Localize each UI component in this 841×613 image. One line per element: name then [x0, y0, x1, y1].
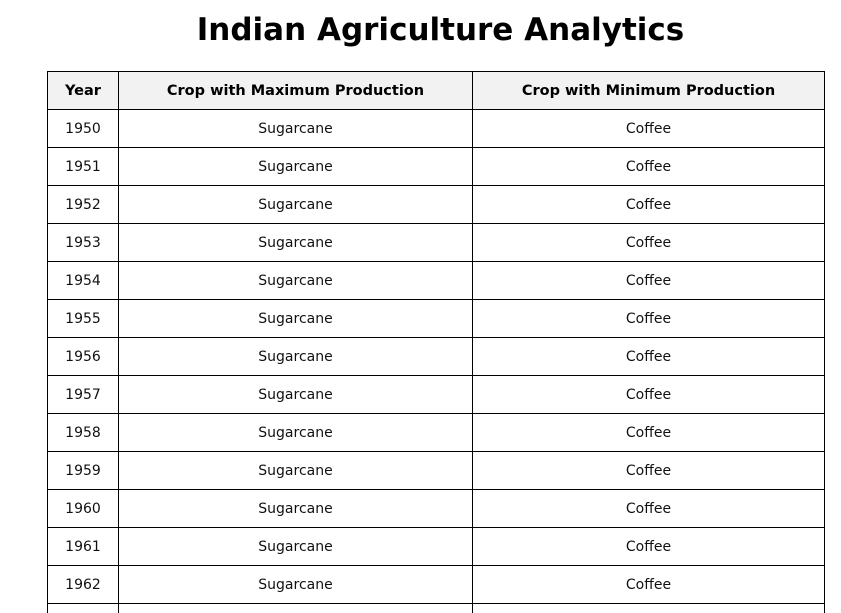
table-row: 1957 Sugarcane Coffee	[47, 375, 825, 414]
table-row: 1954 Sugarcane Coffee	[47, 261, 825, 300]
year-cell	[47, 603, 119, 613]
max-crop-cell: Sugarcane	[118, 147, 473, 186]
table-header: Year Crop with Maximum Production Crop w…	[47, 71, 825, 110]
max-crop-cell: Sugarcane	[118, 337, 473, 376]
min-crop-column-header: Crop with Minimum Production	[472, 71, 825, 110]
max-crop-cell: Sugarcane	[118, 413, 473, 452]
max-crop-cell: Sugarcane	[118, 261, 473, 300]
min-crop-cell: Coffee	[472, 185, 825, 224]
min-crop-cell: Coffee	[472, 261, 825, 300]
min-crop-cell: Coffee	[472, 337, 825, 376]
min-crop-cell: Coffee	[472, 451, 825, 490]
year-cell: 1953	[47, 223, 119, 262]
max-crop-cell: Sugarcane	[118, 565, 473, 604]
table-row: 1952 Sugarcane Coffee	[47, 185, 825, 224]
table-row: 1951 Sugarcane Coffee	[47, 147, 825, 186]
table-row: 1953 Sugarcane Coffee	[47, 223, 825, 262]
max-crop-cell: Sugarcane	[118, 489, 473, 528]
year-cell: 1951	[47, 147, 119, 186]
year-cell: 1955	[47, 299, 119, 338]
max-crop-cell: Sugarcane	[118, 299, 473, 338]
min-crop-cell: Coffee	[472, 147, 825, 186]
year-cell: 1958	[47, 413, 119, 452]
year-cell: 1961	[47, 527, 119, 566]
table-row: 1961 Sugarcane Coffee	[47, 527, 825, 566]
year-cell: 1962	[47, 565, 119, 604]
table-row: 1960 Sugarcane Coffee	[47, 489, 825, 528]
crop-table-container: Year Crop with Maximum Production Crop w…	[47, 71, 825, 613]
max-crop-cell: Sugarcane	[118, 109, 473, 148]
table-row: 1955 Sugarcane Coffee	[47, 299, 825, 338]
table-row: 1956 Sugarcane Coffee	[47, 337, 825, 376]
min-crop-cell: Coffee	[472, 223, 825, 262]
min-crop-cell: Coffee	[472, 413, 825, 452]
max-crop-cell: Sugarcane	[118, 223, 473, 262]
max-crop-cell: Sugarcane	[118, 185, 473, 224]
min-crop-cell: Coffee	[472, 299, 825, 338]
min-crop-cell: Coffee	[472, 109, 825, 148]
table-row	[47, 603, 825, 613]
crop-production-table: Year Crop with Maximum Production Crop w…	[47, 71, 825, 613]
table-header-row: Year Crop with Maximum Production Crop w…	[47, 71, 825, 110]
table-row: 1950 Sugarcane Coffee	[47, 109, 825, 148]
year-cell: 1954	[47, 261, 119, 300]
year-cell: 1959	[47, 451, 119, 490]
table-row: 1958 Sugarcane Coffee	[47, 413, 825, 452]
max-crop-cell	[118, 603, 473, 613]
max-crop-cell: Sugarcane	[118, 451, 473, 490]
min-crop-cell	[472, 603, 825, 613]
year-cell: 1956	[47, 337, 119, 376]
year-column-header: Year	[47, 71, 119, 110]
table-body: 1950 Sugarcane Coffee 1951 Sugarcane Cof…	[47, 109, 825, 613]
max-crop-cell: Sugarcane	[118, 527, 473, 566]
table-row: 1959 Sugarcane Coffee	[47, 451, 825, 490]
min-crop-cell: Coffee	[472, 527, 825, 566]
page-title: Indian Agriculture Analytics	[196, 12, 685, 48]
max-crop-cell: Sugarcane	[118, 375, 473, 414]
year-cell: 1960	[47, 489, 119, 528]
year-cell: 1950	[47, 109, 119, 148]
year-cell: 1952	[47, 185, 119, 224]
year-cell: 1957	[47, 375, 119, 414]
min-crop-cell: Coffee	[472, 375, 825, 414]
min-crop-cell: Coffee	[472, 565, 825, 604]
max-crop-column-header: Crop with Maximum Production	[118, 71, 473, 110]
table-row: 1962 Sugarcane Coffee	[47, 565, 825, 604]
min-crop-cell: Coffee	[472, 489, 825, 528]
